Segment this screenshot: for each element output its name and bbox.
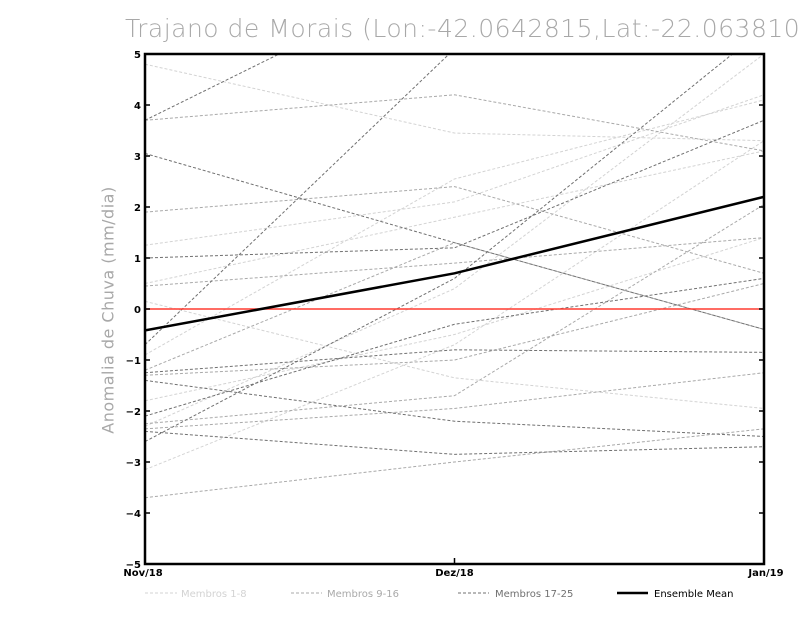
- member-series-line: [145, 99, 764, 356]
- member-series-line: [145, 150, 764, 284]
- y-tick-label: −3: [126, 458, 141, 469]
- chart-legend: Membros 1-8 Membros 9-16 Membros 17-25 Ense…: [145, 589, 733, 600]
- member-series-line: [145, 94, 764, 152]
- chart-title: Trajano de Morais (Lon:-42.0642815,Lat:-…: [125, 14, 800, 43]
- ensemble-mean-group: [145, 195, 764, 332]
- legend-label: Membros 1-8: [181, 589, 247, 600]
- member-series-line: [145, 379, 764, 437]
- member-series-line: [145, 300, 764, 409]
- member-series-line: [145, 430, 764, 455]
- y-axis-ticks: −5 −4 −3 −2 −1 0 1 2 3 4 5: [126, 50, 764, 571]
- member-series-line: [145, 63, 764, 142]
- y-tick-label: −4: [126, 509, 141, 520]
- member-series-line: [145, 119, 764, 259]
- y-tick-label: 5: [134, 50, 141, 61]
- member-series-line: [145, 349, 764, 374]
- legend-label: Membros 17-25: [495, 589, 573, 600]
- member-series-line: [145, 428, 764, 499]
- member-series-line: [145, 54, 281, 121]
- y-tick-label: 0: [134, 305, 141, 316]
- member-series-line: [145, 204, 764, 425]
- y-tick-label: 4: [134, 101, 141, 112]
- x-tick-label: Jan/19: [747, 568, 783, 579]
- y-tick-label: 3: [134, 152, 141, 163]
- ensemble-mean-line: [145, 195, 764, 332]
- y-tick-label: −5: [126, 560, 141, 571]
- member-series-group: [145, 54, 764, 499]
- y-tick-label: −1: [126, 356, 141, 367]
- member-series-line: [145, 140, 764, 471]
- x-tick-label: Dez/18: [435, 568, 474, 579]
- x-axis-ticks: Nov/18 Dez/18 Jan/19: [123, 558, 784, 579]
- x-tick-label: Nov/18: [123, 568, 162, 579]
- member-series-line: [145, 54, 734, 443]
- y-tick-label: 2: [134, 203, 141, 214]
- member-series-line: [145, 237, 764, 287]
- member-series-line: [145, 277, 764, 417]
- member-series-line: [145, 54, 450, 346]
- member-series-line: [145, 283, 764, 376]
- y-tick-label: 1: [134, 254, 141, 265]
- member-series-line: [145, 186, 764, 274]
- member-series-line: [145, 237, 764, 402]
- legend-label: Membros 9-16: [327, 589, 399, 600]
- member-series-line: [145, 152, 764, 330]
- legend-label: Ensemble Mean: [654, 589, 733, 600]
- y-tick-label: −2: [126, 407, 141, 418]
- member-series-line: [145, 94, 764, 246]
- member-series-line: [145, 242, 764, 371]
- member-series-line: [145, 372, 764, 430]
